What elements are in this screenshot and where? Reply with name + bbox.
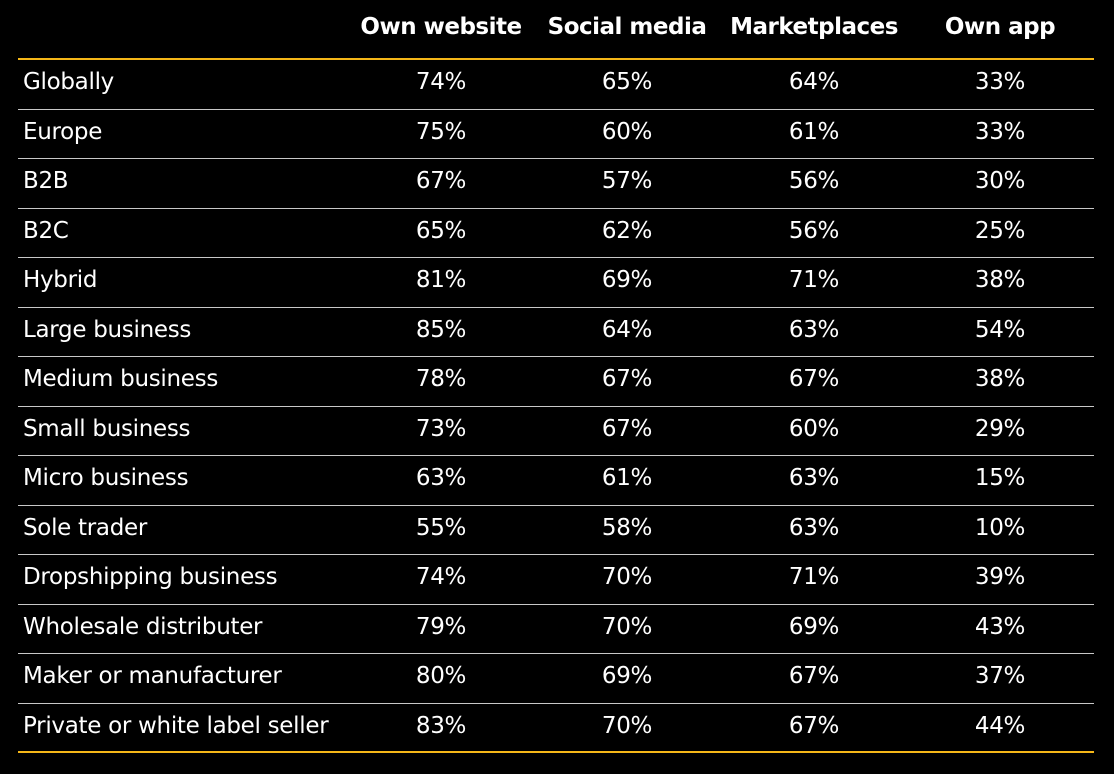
cell-own-app: 29% <box>974 415 1026 442</box>
cell-own-app: 43% <box>974 613 1026 640</box>
data-table: Own website Social media Marketplaces Own a… <box>18 0 1094 774</box>
cell-social-media: 70% <box>601 712 653 739</box>
cell-marketplaces: 60% <box>788 415 840 442</box>
cell-marketplaces: 63% <box>788 465 840 491</box>
row-label: Wholesale distributer <box>23 613 263 640</box>
cell-marketplaces: 71% <box>788 267 840 293</box>
cell-marketplaces: 56% <box>788 168 840 194</box>
row-label: B2B <box>23 168 69 194</box>
table-row: Private or white label seller 83% 70% 67% 44… <box>18 704 1094 753</box>
cell-social-media: 61% <box>601 465 653 491</box>
row-label: Small business <box>23 415 191 442</box>
cell-own-app: 38% <box>974 366 1026 392</box>
cell-own-website: 73% <box>415 415 467 442</box>
table-row: Dropshipping business 74% 70% 71% 39% <box>18 555 1094 605</box>
cell-own-app: 54% <box>974 316 1026 343</box>
cell-social-media: 69% <box>601 267 653 293</box>
cell-marketplaces: 71% <box>788 564 840 590</box>
table-row: Wholesale distributer 79% 70% 69% 43% <box>18 605 1094 654</box>
cell-social-media: 69% <box>601 663 653 689</box>
cell-own-website: 65% <box>415 217 467 244</box>
cell-own-app: 38% <box>974 267 1026 293</box>
cell-social-media: 70% <box>601 613 653 640</box>
cell-own-website: 74% <box>415 69 467 95</box>
cell-marketplaces: 67% <box>788 663 840 689</box>
table-row: Small business 73% 67% 60% 29% <box>18 407 1094 456</box>
cell-marketplaces: 67% <box>788 366 840 392</box>
table-row: Large business 85% 64% 63% 54% <box>18 308 1094 357</box>
row-label: Dropshipping business <box>23 564 278 590</box>
table-row: Medium business 78% 67% 67% 38% <box>18 357 1094 407</box>
cell-marketplaces: 69% <box>788 613 840 640</box>
row-label: Maker or manufacturer <box>23 663 282 689</box>
cell-social-media: 65% <box>601 69 653 95</box>
column-header-marketplaces: Marketplaces <box>730 14 898 40</box>
cell-marketplaces: 63% <box>788 514 840 541</box>
cell-own-app: 33% <box>974 118 1026 145</box>
cell-own-app: 39% <box>974 564 1026 590</box>
row-label: Sole trader <box>23 514 147 541</box>
row-label: B2C <box>23 217 69 244</box>
cell-social-media: 67% <box>601 415 653 442</box>
cell-own-app: 25% <box>974 217 1026 244</box>
cell-own-website: 78% <box>415 366 467 392</box>
row-label: Large business <box>23 316 192 343</box>
cell-own-website: 83% <box>415 712 467 739</box>
cell-social-media: 70% <box>601 564 653 590</box>
cell-marketplaces: 61% <box>788 118 840 145</box>
cell-own-app: 33% <box>974 69 1026 95</box>
row-label: Globally <box>23 69 114 95</box>
cell-social-media: 67% <box>601 366 653 392</box>
cell-own-website: 63% <box>415 465 467 491</box>
row-label: Europe <box>23 118 103 145</box>
table-row: Hybrid 81% 69% 71% 38% <box>18 258 1094 308</box>
cell-own-website: 85% <box>415 316 467 343</box>
cell-marketplaces: 64% <box>788 69 840 95</box>
cell-social-media: 64% <box>601 316 653 343</box>
row-label: Hybrid <box>23 267 98 293</box>
table-row: Globally 74% 65% 64% 33% <box>18 60 1094 110</box>
cell-own-website: 81% <box>415 267 467 293</box>
cell-own-website: 67% <box>415 168 467 194</box>
table-header-row: Own website Social media Marketplaces Own a… <box>18 0 1094 60</box>
row-label: Medium business <box>23 366 219 392</box>
column-header-own-app: Own app <box>944 14 1056 40</box>
cell-own-website: 80% <box>415 663 467 689</box>
table-row: B2C 65% 62% 56% 25% <box>18 209 1094 258</box>
cell-social-media: 62% <box>601 217 653 244</box>
table-row: Micro business 63% 61% 63% 15% <box>18 456 1094 506</box>
cell-social-media: 58% <box>601 514 653 541</box>
cell-own-website: 74% <box>415 564 467 590</box>
cell-own-app: 44% <box>974 712 1026 739</box>
column-header-social-media: Social media <box>547 14 707 40</box>
table-row: Europe 75% 60% 61% 33% <box>18 110 1094 159</box>
table-row: B2B 67% 57% 56% 30% <box>18 159 1094 209</box>
table-row: Sole trader 55% 58% 63% 10% <box>18 506 1094 555</box>
cell-marketplaces: 63% <box>788 316 840 343</box>
cell-own-website: 55% <box>415 514 467 541</box>
cell-marketplaces: 67% <box>788 712 840 739</box>
cell-own-app: 10% <box>974 514 1026 541</box>
row-label: Private or white label seller <box>23 712 329 739</box>
cell-own-website: 75% <box>415 118 467 145</box>
table-row: Maker or manufacturer 80% 69% 67% 37% <box>18 654 1094 704</box>
cell-social-media: 57% <box>601 168 653 194</box>
cell-own-app: 37% <box>974 663 1026 689</box>
cell-own-app: 15% <box>974 465 1026 491</box>
cell-own-app: 30% <box>974 168 1026 194</box>
cell-social-media: 60% <box>601 118 653 145</box>
cell-marketplaces: 56% <box>788 217 840 244</box>
column-header-own-website: Own website <box>360 14 522 40</box>
row-label: Micro business <box>23 465 189 491</box>
cell-own-website: 79% <box>415 613 467 640</box>
